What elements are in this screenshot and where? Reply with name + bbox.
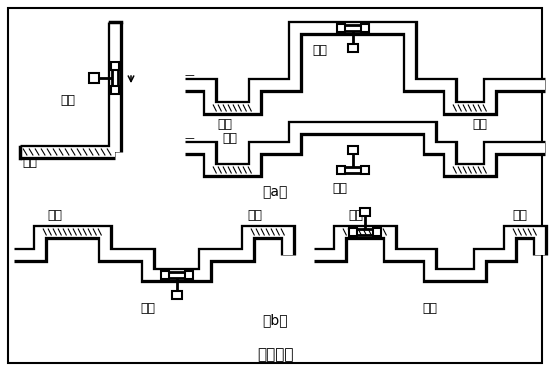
Text: 液体: 液体 [217, 118, 233, 131]
Text: 气泡: 气泡 [47, 209, 63, 222]
Bar [349, 228, 357, 236]
Text: —: — [185, 70, 195, 80]
Bar [373, 228, 381, 236]
Text: 气泡: 气泡 [512, 209, 527, 222]
Bar [172, 291, 182, 299]
Bar [185, 271, 193, 279]
Text: 错误: 错误 [422, 302, 437, 315]
Text: —: — [185, 133, 195, 143]
Bar [111, 62, 119, 70]
Text: （b）: （b） [262, 313, 288, 327]
Bar [361, 166, 369, 174]
Text: 错误: 错误 [223, 132, 238, 144]
Text: 液体: 液体 [22, 156, 37, 170]
Text: 气泡: 气泡 [348, 209, 363, 222]
Text: 气泡: 气泡 [248, 209, 262, 222]
Bar [337, 24, 345, 32]
Bar [161, 271, 169, 279]
Bar [89, 73, 99, 83]
Text: （a）: （a） [262, 185, 288, 199]
Text: 液体: 液体 [333, 182, 348, 195]
Text: 正确: 正确 [140, 302, 156, 315]
Bar [111, 86, 119, 94]
Bar [360, 208, 370, 216]
Text: 正确: 正确 [60, 93, 75, 106]
Bar [348, 146, 358, 154]
Text: 液体: 液体 [472, 118, 487, 131]
Bar [361, 24, 369, 32]
Text: 正确: 正确 [312, 44, 327, 57]
Bar [337, 166, 345, 174]
Bar [348, 44, 358, 52]
Text: 图（四）: 图（四） [257, 348, 293, 363]
